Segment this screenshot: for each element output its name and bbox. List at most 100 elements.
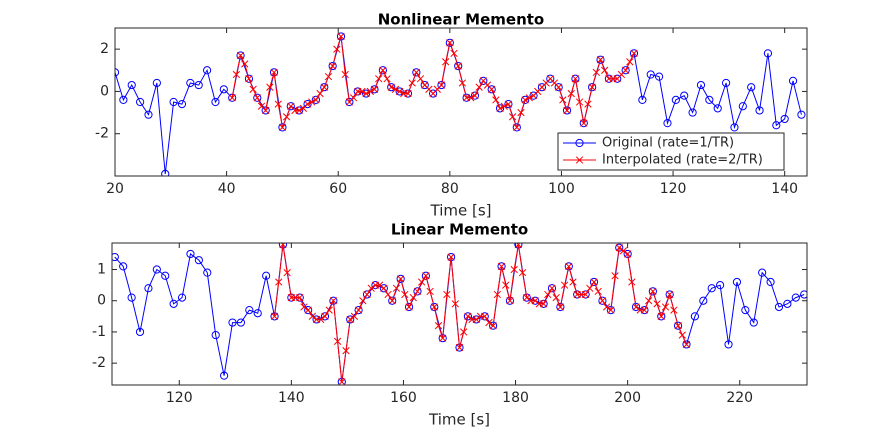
x-marker	[548, 284, 556, 292]
x-marker	[232, 70, 241, 79]
circle-marker	[169, 97, 178, 107]
circle-marker	[671, 95, 680, 104]
circle-marker	[161, 271, 170, 280]
x-marker	[493, 290, 501, 299]
x-marker	[611, 272, 619, 280]
circle-marker	[521, 95, 530, 104]
x-marker	[565, 262, 573, 271]
circle-marker	[623, 249, 632, 259]
x-marker	[341, 70, 349, 79]
circle-marker	[724, 340, 733, 349]
x-marker	[370, 85, 379, 93]
circle-marker	[546, 74, 555, 83]
x-marker	[471, 92, 479, 100]
circle-marker	[797, 110, 806, 119]
x-marker	[358, 87, 366, 96]
x-marker	[649, 287, 657, 296]
x-marker	[262, 106, 270, 115]
circle-marker	[236, 51, 245, 60]
x-marker	[316, 89, 324, 98]
circle-marker	[445, 38, 454, 47]
x-marker	[300, 303, 308, 311]
plot-area	[112, 243, 807, 385]
x-marker	[236, 51, 245, 60]
circle-marker	[262, 271, 271, 280]
legend-marker	[575, 156, 584, 164]
x-marker	[555, 83, 563, 91]
series-group	[112, 243, 807, 385]
x-marker	[521, 96, 529, 104]
circle-marker	[454, 61, 463, 71]
x-tick-label: 160	[390, 390, 417, 406]
x-marker	[653, 300, 661, 308]
x-marker	[455, 343, 464, 352]
circle-marker	[730, 123, 739, 132]
x-marker	[628, 278, 636, 286]
x-marker	[464, 312, 472, 320]
circle-marker	[388, 296, 397, 305]
x-marker	[328, 62, 337, 70]
circle-marker	[682, 340, 691, 349]
axes-box	[114, 27, 808, 177]
x-marker	[308, 312, 317, 320]
x-marker	[510, 265, 518, 274]
circle-marker	[783, 299, 792, 308]
x-marker	[674, 322, 682, 330]
circle-marker	[707, 284, 716, 293]
x-marker	[596, 56, 605, 64]
circle-marker	[144, 284, 153, 293]
circle-marker	[571, 74, 580, 83]
circle-marker	[320, 83, 329, 92]
circle-marker	[800, 290, 807, 299]
x-marker	[342, 347, 350, 355]
circle-marker	[144, 110, 153, 119]
x-tick-label: 200	[614, 390, 641, 406]
x-marker	[270, 68, 278, 77]
x-marker	[640, 306, 649, 314]
x-marker	[312, 96, 320, 104]
x-marker	[607, 306, 615, 314]
x-marker	[556, 303, 565, 311]
chart-title: Linear Memento	[391, 221, 528, 239]
circle-marker	[396, 274, 405, 283]
circle-marker	[774, 302, 784, 312]
circle-marker	[788, 76, 798, 85]
x-marker	[518, 268, 527, 277]
x-marker	[569, 278, 577, 286]
x-tick-label: 140	[278, 390, 305, 406]
x-marker	[588, 83, 596, 91]
x-marker	[333, 337, 342, 345]
x-marker	[492, 96, 500, 104]
x-marker	[485, 318, 493, 327]
circle-marker	[716, 281, 725, 290]
circle-marker	[244, 74, 254, 83]
circle-marker	[211, 330, 220, 340]
x-marker	[500, 102, 508, 110]
circle-marker	[562, 106, 572, 115]
x-marker	[405, 303, 413, 311]
x-marker	[678, 331, 686, 339]
circle-marker	[554, 83, 563, 92]
x-marker	[279, 243, 287, 249]
x-marker	[422, 272, 430, 280]
x-marker	[590, 278, 598, 286]
y-tick-label: -1	[92, 324, 106, 340]
x-marker	[632, 303, 640, 311]
x-marker	[661, 303, 670, 311]
x-marker	[439, 334, 447, 342]
x-marker	[575, 98, 584, 106]
circle-marker	[387, 83, 396, 92]
circle-marker	[378, 66, 387, 75]
circle-marker	[127, 80, 136, 90]
x-marker	[450, 49, 458, 58]
x-marker	[504, 100, 513, 108]
y-tick-label: -2	[92, 355, 106, 371]
circle-marker	[362, 290, 372, 299]
x-marker	[395, 87, 404, 96]
x-marker	[338, 378, 346, 385]
circle-marker	[564, 262, 573, 271]
x-marker	[682, 340, 691, 349]
circle-marker	[688, 108, 697, 117]
x-marker	[502, 281, 510, 289]
x-marker	[384, 290, 392, 299]
